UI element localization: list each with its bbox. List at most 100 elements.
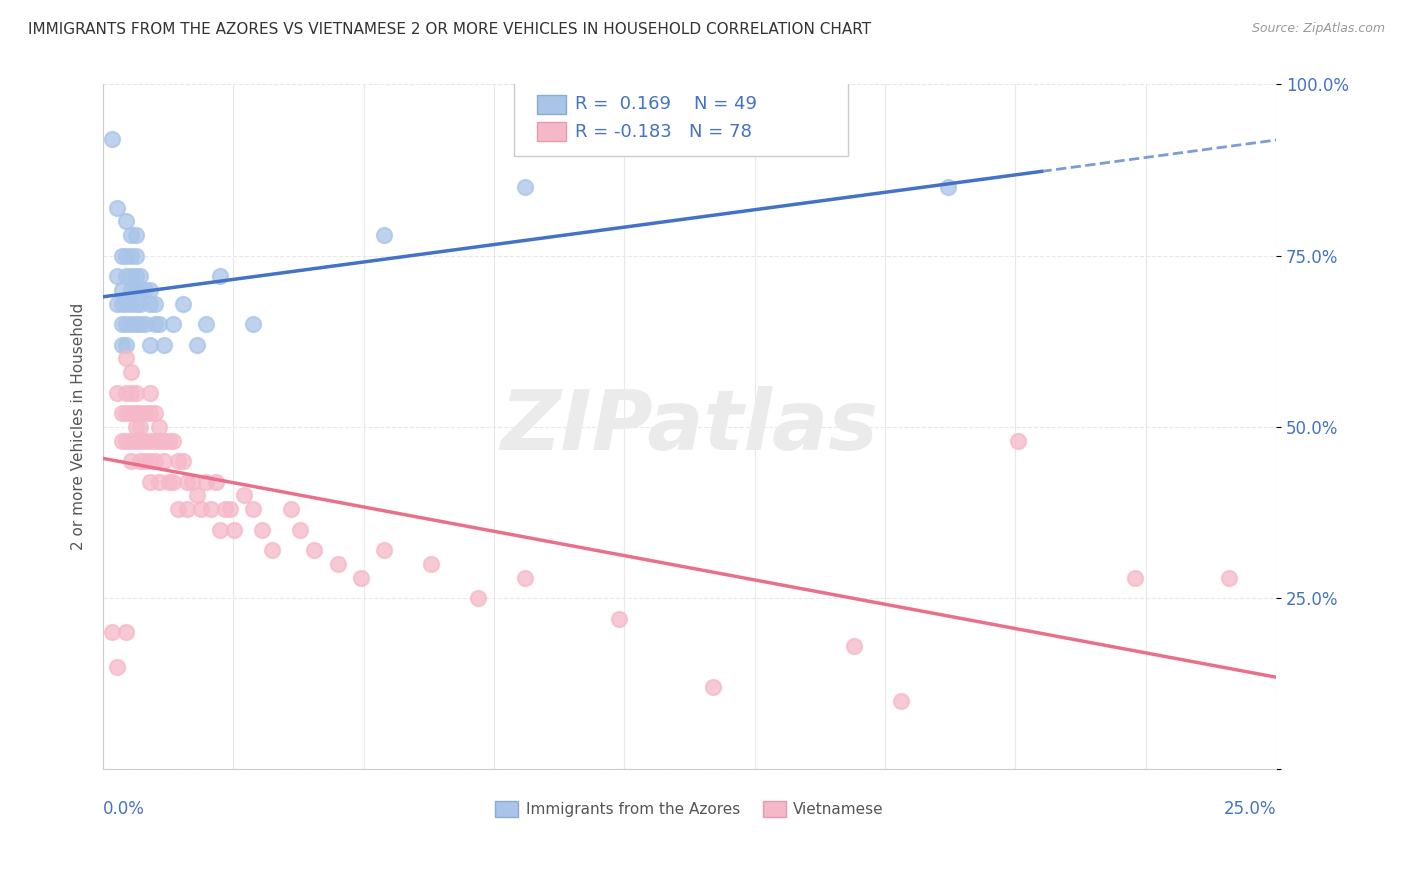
Point (153, 434, 176, 448)
Point (167, 502, 190, 516)
Point (129, 454, 152, 468)
Point (1218, 570, 1240, 584)
Text: ZIPatlas: ZIPatlas (501, 386, 879, 467)
Point (143, 454, 166, 468)
Point (129, 317, 152, 331)
Point (115, 337, 138, 351)
Point (125, 228, 148, 243)
Point (105, 201, 128, 215)
Point (139, 454, 162, 468)
Point (143, 406, 166, 420)
Point (302, 543, 325, 558)
Point (129, 406, 152, 420)
Point (115, 249, 138, 263)
Point (176, 502, 198, 516)
Point (125, 249, 148, 263)
Point (181, 475, 204, 489)
Point (153, 454, 176, 468)
Bar (537, 122, 567, 141)
Point (120, 385, 142, 400)
Point (115, 269, 138, 284)
Point (162, 317, 184, 331)
Point (139, 475, 162, 489)
Point (890, 694, 912, 708)
Point (148, 475, 170, 489)
Point (125, 420, 148, 434)
Point (115, 434, 138, 448)
Point (224, 523, 246, 537)
Point (115, 385, 138, 400)
Point (115, 214, 138, 228)
Point (280, 502, 302, 516)
Point (242, 502, 264, 516)
Point (373, 543, 395, 558)
Point (143, 317, 166, 331)
Point (125, 296, 148, 310)
Point (167, 454, 190, 468)
Point (204, 475, 226, 489)
Point (134, 454, 156, 468)
Point (120, 365, 142, 379)
Point (148, 317, 170, 331)
Point (214, 502, 236, 516)
Point (1007, 434, 1029, 448)
Point (157, 434, 180, 448)
Point (120, 228, 142, 243)
Point (111, 249, 134, 263)
Point (111, 406, 134, 420)
Y-axis label: 2 or more Vehicles in Household: 2 or more Vehicles in Household (72, 303, 86, 550)
Point (111, 296, 134, 310)
Point (125, 434, 148, 448)
Point (111, 317, 134, 331)
Point (115, 625, 138, 640)
Point (115, 406, 138, 420)
Point (129, 269, 152, 284)
Point (186, 488, 208, 502)
Point (115, 317, 138, 331)
Text: IMMIGRANTS FROM THE AZORES VS VIETNAMESE 2 OR MORE VEHICLES IN HOUSEHOLD CORRELA: IMMIGRANTS FROM THE AZORES VS VIETNAMESE… (28, 22, 872, 37)
Point (134, 434, 156, 448)
Point (120, 296, 142, 310)
Point (139, 337, 162, 351)
Point (101, 625, 124, 640)
Point (143, 434, 166, 448)
Point (105, 385, 128, 400)
Point (288, 523, 311, 537)
Text: R = -0.183   N = 78: R = -0.183 N = 78 (575, 123, 751, 141)
Point (111, 283, 134, 297)
Point (936, 180, 959, 194)
Point (153, 337, 176, 351)
Bar (537, 95, 567, 114)
Point (350, 570, 373, 584)
Point (157, 475, 180, 489)
Point (125, 269, 148, 284)
Point (172, 454, 194, 468)
Legend: Immigrants from the Azores, Vietnamese: Immigrants from the Azores, Vietnamese (489, 795, 890, 823)
Point (134, 317, 156, 331)
Point (148, 434, 170, 448)
Point (125, 385, 148, 400)
Point (373, 228, 395, 243)
Point (115, 351, 138, 366)
Point (186, 337, 208, 351)
Point (139, 406, 162, 420)
Point (120, 269, 142, 284)
Point (172, 296, 194, 310)
Point (129, 420, 152, 434)
Text: 0.0%: 0.0% (103, 800, 145, 818)
Point (195, 475, 218, 489)
Text: 25.0%: 25.0% (1223, 800, 1277, 818)
Point (125, 317, 148, 331)
Point (190, 502, 212, 516)
FancyBboxPatch shape (513, 82, 848, 156)
Point (120, 317, 142, 331)
Point (195, 317, 218, 331)
Point (139, 434, 162, 448)
Point (467, 591, 489, 606)
Point (1123, 570, 1146, 584)
Point (420, 557, 443, 571)
Text: R =  0.169    N = 49: R = 0.169 N = 49 (575, 95, 756, 113)
Point (200, 502, 222, 516)
Point (326, 557, 349, 571)
Point (842, 639, 865, 653)
